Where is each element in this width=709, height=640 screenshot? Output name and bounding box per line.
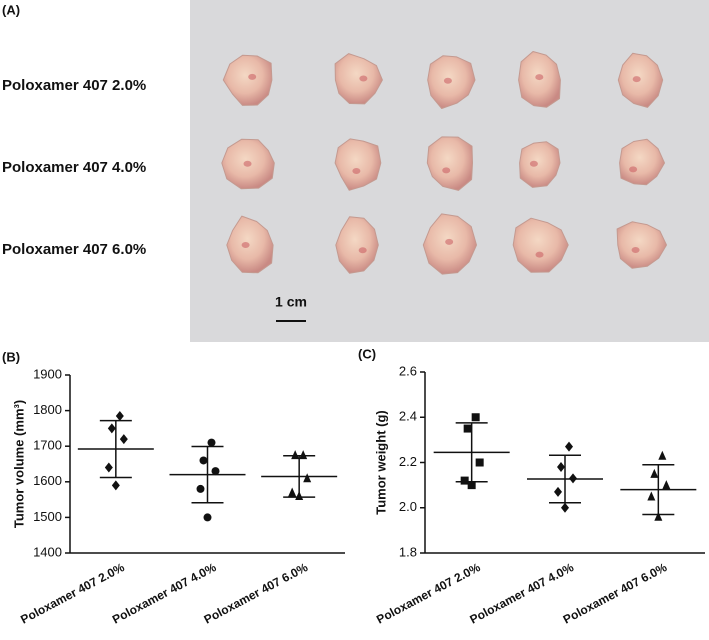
y-tick-label: 1500 (33, 509, 62, 524)
tumor (426, 136, 473, 191)
tumor (617, 52, 664, 108)
y-axis-label: Tumor volume (mm³) (11, 400, 26, 528)
y-tick-label: 2.2 (399, 454, 417, 469)
panel-label: (C) (358, 346, 376, 361)
point (207, 438, 216, 447)
point (654, 511, 663, 521)
point (557, 462, 565, 473)
tumor (616, 221, 667, 269)
x-tick-label: Poloxamer 407 6.0% (202, 560, 311, 627)
point (647, 491, 656, 501)
point (107, 423, 116, 434)
y-tick-label: 2.4 (399, 409, 417, 424)
y-axis-label: Tumor weight (g) (373, 410, 388, 514)
tumor-spot (243, 160, 252, 167)
y-tick-label: 2.6 (399, 363, 417, 378)
panel-label: (A) (2, 2, 20, 17)
point (467, 481, 476, 490)
tumor-spot (631, 247, 640, 254)
point (115, 410, 124, 421)
point (554, 486, 562, 497)
point (288, 487, 297, 497)
tumor (335, 216, 379, 274)
tumor-spot (358, 247, 367, 254)
tumor (334, 138, 382, 191)
point (111, 480, 120, 491)
y-tick-label: 1800 (33, 402, 62, 417)
tumor-spot (629, 166, 638, 173)
tumor (512, 217, 569, 273)
tumors (221, 51, 667, 275)
tumor (222, 54, 273, 106)
point (463, 424, 472, 433)
y-tick-label: 1600 (33, 473, 62, 488)
tumor (334, 53, 383, 105)
tumor-spot (241, 242, 250, 249)
x-tick-label: Poloxamer 407 6.0% (561, 560, 670, 627)
tumor-spot (442, 167, 451, 174)
point (299, 450, 308, 460)
tumor (519, 141, 561, 188)
tumor-spot (445, 238, 454, 245)
tumor (619, 138, 665, 186)
row-label: Poloxamer 407 6.0% (2, 241, 146, 258)
point (203, 513, 212, 522)
point (211, 467, 220, 476)
scale-label: 1 cm (275, 294, 307, 310)
y-tick-label: 1900 (33, 366, 62, 381)
y-tick-label: 1700 (33, 438, 62, 453)
tumor-spot (248, 73, 257, 80)
x-tick-label: Poloxamer 407 2.0% (374, 560, 483, 627)
tumor-spot (535, 74, 544, 81)
y-tick-label: 1.8 (399, 544, 417, 559)
point (295, 491, 304, 501)
point (658, 450, 667, 460)
y-tick-label: 1400 (33, 544, 62, 559)
point (196, 484, 205, 493)
point (303, 473, 312, 483)
point (475, 458, 484, 467)
point (561, 502, 569, 513)
point (565, 441, 573, 452)
tumor-spot (443, 77, 452, 84)
tumor-spot (529, 160, 538, 167)
point (199, 456, 208, 465)
point (569, 473, 577, 484)
tumor-spot (359, 75, 368, 82)
point (291, 450, 300, 460)
row-label: Poloxamer 407 4.0% (2, 159, 146, 176)
tumor-spot (632, 76, 641, 83)
tumor-spot (535, 251, 544, 258)
tumor-spot (352, 168, 361, 175)
y-tick-label: 2.0 (399, 499, 417, 514)
point (662, 480, 671, 490)
point (650, 468, 659, 478)
point (460, 476, 469, 485)
point (119, 434, 128, 445)
panel-label: (B) (2, 349, 20, 364)
point (104, 462, 113, 473)
point (471, 413, 480, 422)
tumor (226, 215, 274, 274)
row-label: Poloxamer 407 2.0% (2, 77, 146, 94)
x-tick-label: Poloxamer 407 4.0% (467, 560, 576, 627)
